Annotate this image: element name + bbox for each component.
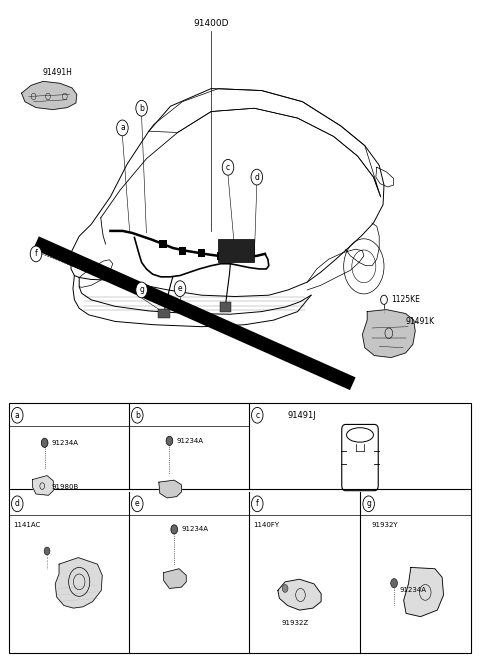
Text: 91234A: 91234A bbox=[181, 526, 208, 533]
Circle shape bbox=[41, 438, 48, 447]
Circle shape bbox=[136, 282, 147, 298]
Text: 91400D: 91400D bbox=[193, 18, 229, 28]
Text: b: b bbox=[135, 411, 140, 420]
Bar bbox=[159, 240, 167, 248]
Text: a: a bbox=[15, 411, 20, 420]
Polygon shape bbox=[362, 310, 415, 358]
Bar bbox=[220, 302, 231, 312]
Polygon shape bbox=[55, 558, 102, 608]
Text: 91932Z: 91932Z bbox=[281, 620, 308, 626]
Text: g: g bbox=[139, 285, 144, 295]
Bar bbox=[179, 247, 186, 255]
Circle shape bbox=[166, 436, 173, 445]
Polygon shape bbox=[164, 569, 186, 588]
Circle shape bbox=[132, 496, 143, 512]
Circle shape bbox=[44, 547, 50, 555]
Text: f: f bbox=[35, 249, 37, 258]
Circle shape bbox=[363, 496, 374, 512]
Text: 91491K: 91491K bbox=[406, 317, 435, 326]
Text: a: a bbox=[120, 123, 125, 133]
Circle shape bbox=[222, 159, 234, 175]
Circle shape bbox=[252, 407, 263, 423]
Bar bbox=[218, 239, 254, 262]
Text: 1140FY: 1140FY bbox=[253, 522, 279, 527]
Bar bbox=[217, 252, 225, 260]
Text: d: d bbox=[254, 173, 259, 182]
Text: 1141AC: 1141AC bbox=[13, 522, 41, 527]
Circle shape bbox=[136, 100, 147, 116]
Text: 91234A: 91234A bbox=[177, 438, 204, 444]
Circle shape bbox=[12, 407, 23, 423]
Polygon shape bbox=[278, 579, 321, 610]
Circle shape bbox=[391, 579, 397, 588]
Text: 91234A: 91234A bbox=[400, 586, 427, 593]
Circle shape bbox=[30, 246, 42, 262]
Circle shape bbox=[132, 407, 143, 423]
Circle shape bbox=[117, 120, 128, 136]
Polygon shape bbox=[404, 567, 444, 617]
Circle shape bbox=[171, 525, 178, 534]
Polygon shape bbox=[33, 476, 53, 495]
Text: 91234A: 91234A bbox=[52, 440, 79, 446]
Text: c: c bbox=[255, 411, 259, 420]
Circle shape bbox=[12, 496, 23, 512]
Text: g: g bbox=[366, 499, 371, 508]
Bar bbox=[158, 309, 170, 318]
Text: 91932Y: 91932Y bbox=[372, 522, 398, 527]
Text: e: e bbox=[135, 499, 140, 508]
Circle shape bbox=[174, 281, 186, 297]
Circle shape bbox=[282, 584, 288, 592]
Bar bbox=[9, 403, 471, 653]
Text: 1125KE: 1125KE bbox=[391, 295, 420, 304]
Bar bbox=[198, 249, 205, 257]
Text: 91980B: 91980B bbox=[52, 484, 79, 491]
Text: 91491H: 91491H bbox=[43, 68, 72, 77]
Polygon shape bbox=[22, 81, 77, 110]
Text: d: d bbox=[15, 499, 20, 508]
Polygon shape bbox=[159, 480, 181, 498]
Text: 91491J: 91491J bbox=[287, 411, 316, 420]
Circle shape bbox=[252, 496, 263, 512]
Circle shape bbox=[251, 169, 263, 185]
Text: b: b bbox=[139, 104, 144, 113]
Text: f: f bbox=[256, 499, 259, 508]
Text: c: c bbox=[226, 163, 230, 172]
Text: e: e bbox=[178, 284, 182, 293]
